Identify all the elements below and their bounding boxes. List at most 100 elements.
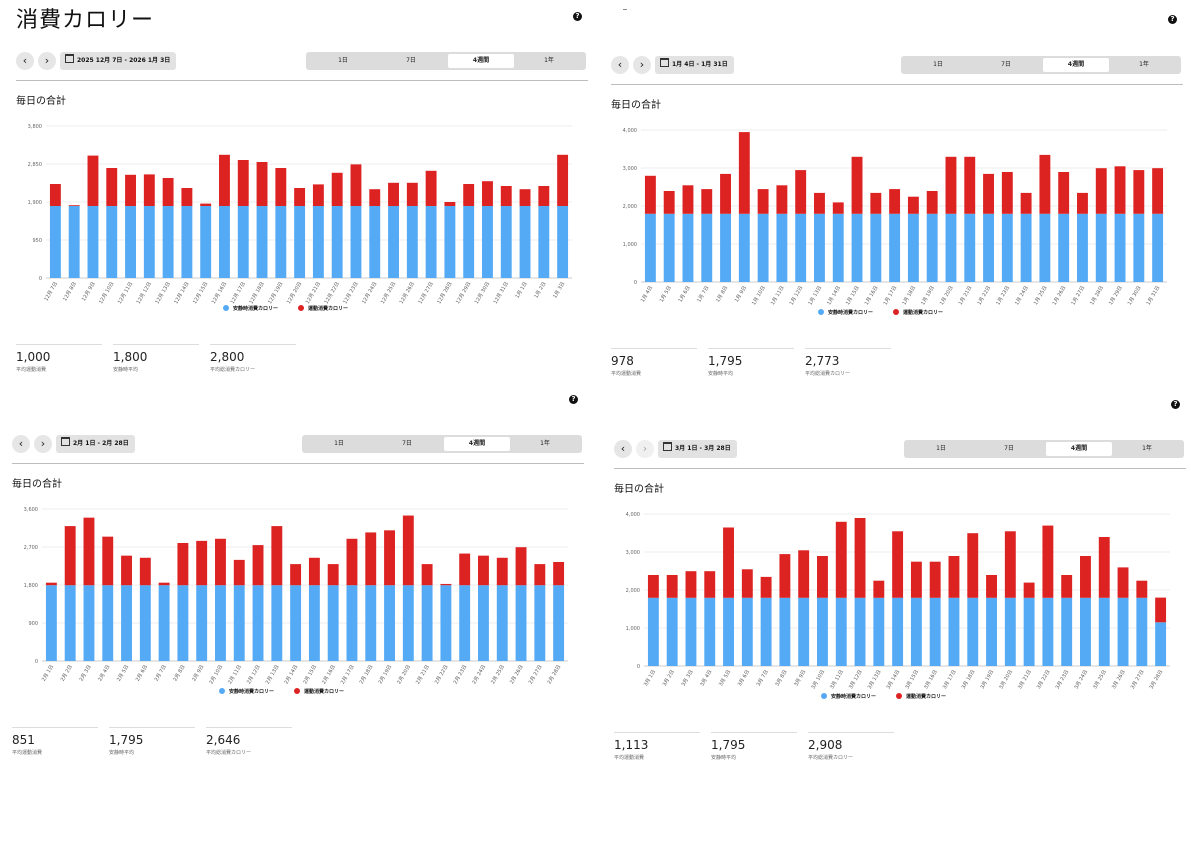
bar-resting [237, 206, 249, 278]
date-range-picker[interactable]: 3月 1日 - 3月 28日 [658, 440, 737, 458]
date-range-picker[interactable]: 2025 12月 7日 - 2026 1月 3日 [60, 52, 177, 70]
x-tick-label: 3月 24日 [1073, 669, 1089, 690]
bar-resting [723, 597, 734, 666]
range-4w-tab[interactable]: 4週間 [444, 437, 510, 451]
bar-resting [798, 597, 810, 666]
help-icon[interactable]: ? [1168, 15, 1177, 24]
bar-active [779, 554, 791, 598]
range-7d-tab[interactable]: 7日 [406, 57, 416, 64]
page-title: 消費カロリー [16, 8, 155, 33]
y-tick-label: 3,000 [623, 166, 637, 172]
date-range-picker[interactable]: 1月 4日 - 1月 31日 [655, 56, 734, 74]
stat-label: 平均総消費カロリー [808, 755, 854, 761]
bar-active [835, 521, 847, 598]
bar-active [538, 186, 550, 206]
range-1d-tab[interactable]: 1日 [334, 440, 344, 447]
prev-period-button[interactable]: ‹ [614, 440, 632, 458]
range-7d-tab[interactable]: 7日 [402, 440, 412, 447]
prev-period-button[interactable]: ‹ [12, 435, 30, 453]
bar-resting [106, 206, 118, 278]
stat-label: 平均運動消費 [611, 371, 642, 377]
range-1y-tab[interactable]: 1年 [1142, 445, 1152, 452]
range-4w-tab[interactable]: 4週間 [1046, 442, 1112, 456]
x-tick-label: 2月 13日 [265, 664, 281, 685]
bar-active [181, 188, 193, 206]
bar-resting [1001, 213, 1013, 282]
bar-resting [478, 585, 489, 661]
prev-period-button[interactable]: ‹ [16, 52, 34, 70]
bar-resting [139, 585, 151, 661]
x-tick-label: 3月 4日 [699, 669, 713, 688]
help-icon[interactable]: ? [569, 395, 578, 404]
x-tick-label: 1月 25日 [1033, 285, 1049, 306]
x-tick-label: 12月 8日 [62, 281, 78, 302]
prev-period-button[interactable]: ‹ [611, 56, 629, 74]
bar-resting [964, 213, 976, 282]
bar-resting [181, 206, 193, 278]
next-period-button[interactable]: › [636, 440, 654, 458]
x-tick-label: 3月 17日 [942, 669, 958, 690]
bar-active [139, 557, 151, 586]
help-icon[interactable]: ? [1171, 400, 1180, 409]
bar-active [738, 132, 750, 214]
next-period-button[interactable]: › [38, 52, 56, 70]
x-tick-label: 3月 11日 [829, 669, 845, 690]
stat-value: 1,795 [109, 733, 144, 747]
range-4w-tab[interactable]: 4週間 [448, 54, 514, 68]
bar-resting [515, 585, 527, 661]
x-tick-label: 1月 23日 [995, 285, 1011, 306]
x-tick-label: 2月 27日 [528, 664, 544, 685]
y-tick-label: 1,900 [28, 200, 42, 206]
x-tick-label: 3月 19日 [980, 669, 996, 690]
bar-active [83, 517, 95, 586]
calorie-panel: ‹ › 3月 1日 - 3月 28日 1日 7日 4週間 1年 毎日の合計 0 1… [614, 440, 1186, 820]
bar-active [519, 189, 531, 206]
bar-resting [948, 597, 960, 666]
bar-active [814, 192, 825, 214]
x-tick-label: 1月 28日 [1089, 285, 1105, 306]
bar-active [515, 547, 527, 586]
x-tick-label: 2月 16日 [321, 664, 337, 685]
range-selector: 1日 7日 4週間 1年 [302, 435, 582, 453]
x-tick-label: 12月 11日 [117, 281, 134, 305]
range-1d-tab[interactable]: 1日 [936, 445, 946, 452]
x-tick-label: 12月 12日 [136, 281, 153, 305]
stat-label: 平均総消費カロリー [206, 750, 252, 756]
range-1y-tab[interactable]: 1年 [1139, 61, 1149, 68]
range-1y-tab[interactable]: 1年 [540, 440, 550, 447]
stat-avg-active: 1,000 平均運動消費 [16, 344, 102, 373]
x-tick-label: 1月 10日 [751, 285, 767, 306]
range-1d-tab[interactable]: 1日 [933, 61, 943, 68]
bar-active [1039, 154, 1051, 214]
bar-active [647, 574, 659, 598]
x-tick-label: 2月 4日 [97, 664, 111, 683]
date-range-label: 2025 12月 7日 - 2026 1月 3日 [77, 57, 171, 64]
range-7d-tab[interactable]: 7日 [1001, 61, 1011, 68]
bar-resting [482, 206, 493, 278]
x-tick-label: 2月 5日 [116, 664, 130, 683]
bar-active [964, 156, 976, 214]
help-icon[interactable]: ? [573, 12, 582, 21]
bar-resting [910, 597, 922, 666]
x-tick-label: 12月 19日 [267, 281, 284, 305]
range-1y-tab[interactable]: 1年 [544, 57, 554, 64]
bar-active [666, 574, 678, 598]
x-tick-label: 12月 7日 [43, 281, 59, 302]
legend-resting: 安静時消費カロリー [821, 693, 876, 700]
range-7d-tab[interactable]: 7日 [1004, 445, 1014, 452]
bar-active [365, 532, 377, 586]
date-range-picker[interactable]: 2月 1日 - 2月 28日 [56, 435, 135, 453]
range-1d-tab[interactable]: 1日 [338, 57, 348, 64]
bar-resting [1020, 213, 1032, 282]
x-tick-label: 1月 20日 [939, 285, 955, 306]
bar-active [1117, 567, 1129, 598]
range-4w-tab[interactable]: 4週間 [1043, 58, 1109, 72]
bar-resting [685, 597, 697, 666]
bar-active [196, 540, 208, 586]
bar-resting [851, 213, 863, 282]
bar-resting [534, 585, 546, 661]
bar-active [275, 168, 287, 206]
bar-resting [1042, 597, 1054, 666]
next-period-button[interactable]: › [633, 56, 651, 74]
next-period-button[interactable]: › [34, 435, 52, 453]
